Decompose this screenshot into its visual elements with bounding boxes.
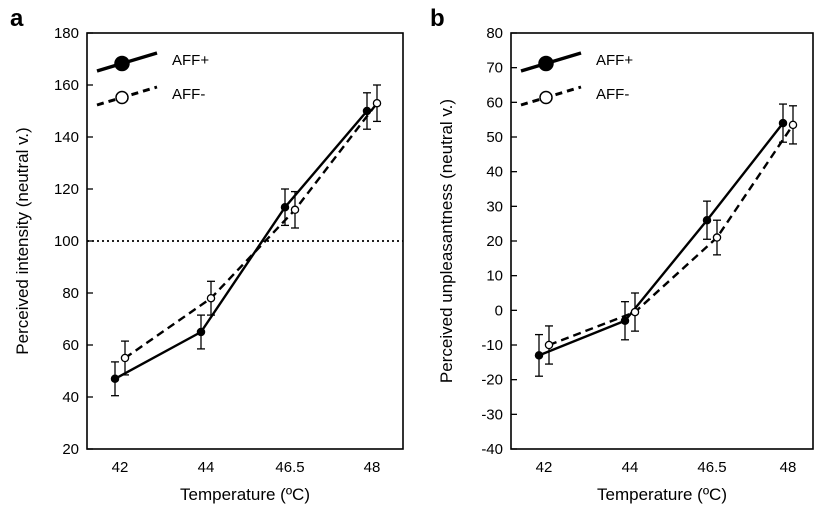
x-tick-label: 48 (364, 459, 381, 476)
x-tick-label: 42 (112, 459, 129, 476)
legend-label: AFF- (172, 86, 205, 103)
series-line (548, 124, 794, 347)
y-tick-label: 40 (486, 164, 503, 181)
legend-label: AFF+ (596, 52, 633, 69)
data-point (120, 353, 130, 363)
legend-label: AFF+ (172, 52, 209, 69)
legend-line (520, 85, 582, 107)
data-point (196, 327, 206, 337)
legend: AFF+ AFF- (520, 51, 633, 107)
data-point (362, 106, 372, 116)
data-point (778, 118, 788, 128)
y-tick-label: 180 (54, 25, 79, 42)
y-tick-label: 120 (54, 181, 79, 198)
x-tick-label: 44 (622, 459, 639, 476)
y-tick-label: 80 (62, 285, 79, 302)
y-tick-label: -40 (481, 441, 503, 458)
series-line (124, 102, 378, 359)
data-point (280, 202, 290, 212)
y-tick-label: 60 (62, 337, 79, 354)
y-tick-label: 20 (62, 441, 79, 458)
x-tick-label: 44 (198, 459, 215, 476)
y-tick-label: 50 (486, 129, 503, 146)
legend-marker (115, 90, 129, 105)
data-point (290, 205, 300, 215)
y-tick-label: 30 (486, 198, 503, 215)
y-axis-title: Perceived unpleasantness (neutral v.) (437, 99, 456, 383)
data-point (206, 293, 216, 303)
legend-marker (538, 55, 554, 72)
legend-line (96, 85, 158, 107)
y-tick-label: -10 (481, 337, 503, 354)
y-tick-label: 140 (54, 129, 79, 146)
series-aff-minus (120, 84, 382, 376)
panel-letter: a (10, 5, 24, 32)
y-tick-label: 160 (54, 77, 79, 94)
series-aff-plus (110, 92, 372, 397)
legend-marker (539, 90, 553, 105)
series-line (538, 122, 784, 357)
data-point (712, 233, 722, 242)
y-tick-label: 0 (495, 302, 503, 319)
x-axis-title: Temperature (ºC) (597, 485, 727, 504)
panel-a: a 20 40 60 80 100 120 140 160 180 42 44 46.5 48 Temper… (10, 5, 404, 504)
data-point (702, 215, 712, 225)
legend-marker (114, 55, 130, 72)
y-tick-label: 40 (62, 389, 79, 406)
panel-letter: b (430, 5, 445, 32)
data-point (372, 98, 382, 108)
x-tick-label: 42 (536, 459, 553, 476)
y-tick-label: -20 (481, 372, 503, 389)
y-tick-label: 70 (486, 60, 503, 77)
legend-label: AFF- (596, 86, 629, 103)
y-axis-title: Perceived intensity (neutral v.) (13, 127, 32, 354)
plot-frame (86, 32, 404, 450)
data-point (620, 316, 630, 325)
series-aff-plus (534, 103, 788, 377)
x-axis-title: Temperature (ºC) (180, 485, 310, 504)
data-point (544, 340, 554, 350)
series-line (114, 110, 368, 380)
data-point (534, 351, 544, 360)
x-tick-label: 48 (780, 459, 797, 476)
y-tick-label: 10 (486, 268, 503, 285)
series-aff-minus (544, 105, 798, 365)
x-tick-label: 46.5 (275, 459, 304, 476)
y-tick-label: 100 (54, 233, 79, 250)
data-point (788, 120, 798, 130)
data-point (110, 374, 120, 384)
y-tick-label: 60 (486, 94, 503, 111)
y-tick-label: 80 (486, 25, 503, 42)
data-point (630, 307, 640, 317)
y-tick-label: 20 (486, 233, 503, 250)
legend: AFF+ AFF- (96, 51, 209, 107)
x-tick-label: 46.5 (697, 459, 726, 476)
panel-b: b -40 -30 -20 -10 0 10 20 30 40 50 60 70 80 42 44 46.5 48… (430, 5, 814, 504)
y-tick-label: -30 (481, 406, 503, 423)
